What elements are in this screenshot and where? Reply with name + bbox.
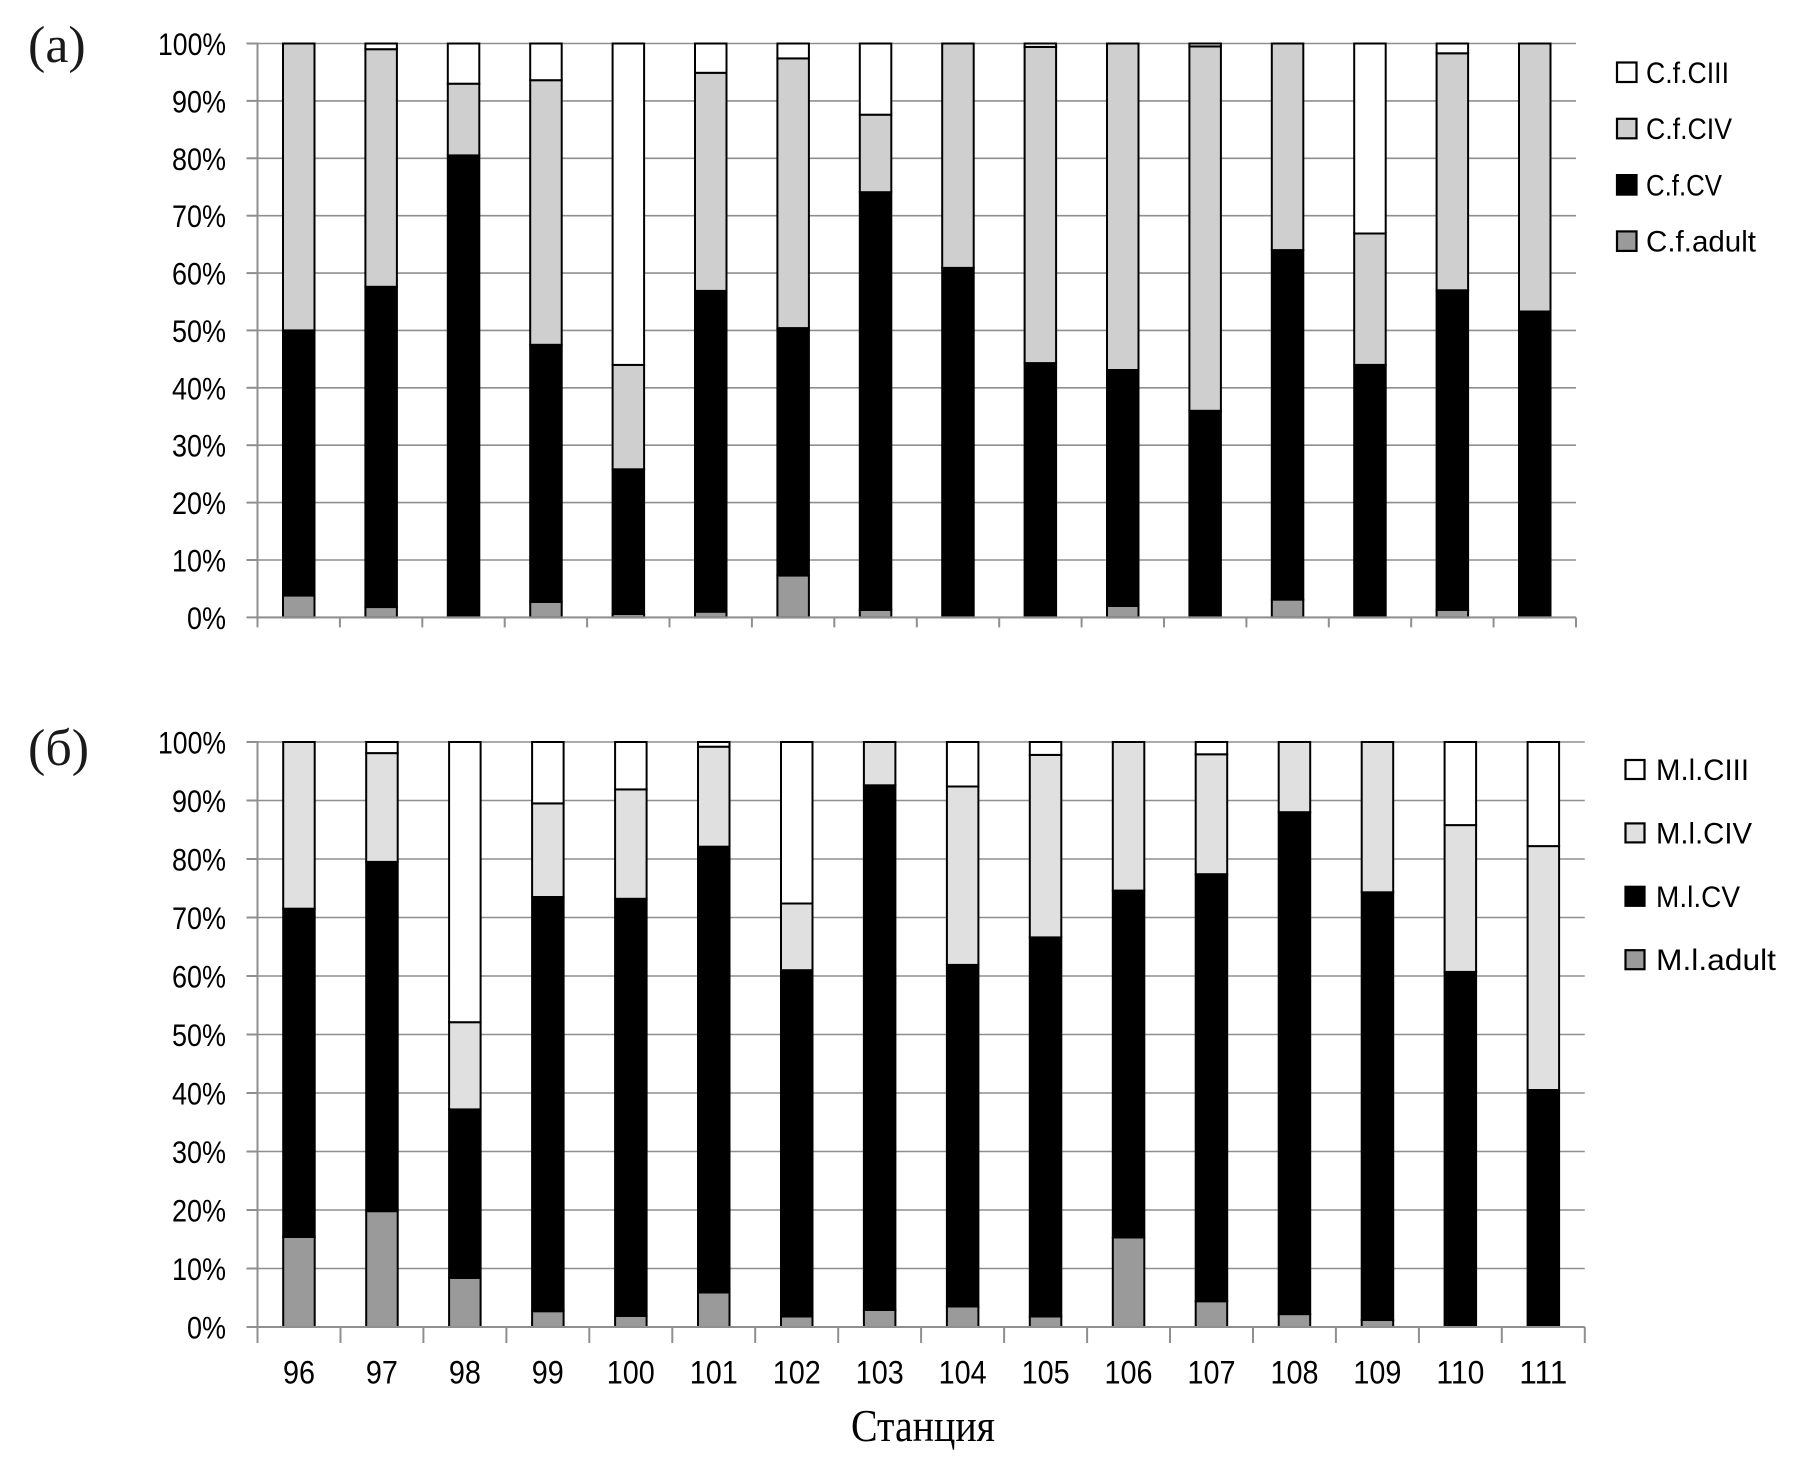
svg-text:70%: 70% xyxy=(172,900,226,936)
svg-text:109: 109 xyxy=(1353,1355,1401,1391)
svg-text:60%: 60% xyxy=(172,256,226,292)
svg-text:100: 100 xyxy=(607,1355,655,1391)
svg-text:50%: 50% xyxy=(172,313,226,349)
svg-text:102: 102 xyxy=(773,1355,821,1391)
svg-text:40%: 40% xyxy=(172,370,226,406)
svg-text:20%: 20% xyxy=(172,1193,226,1229)
svg-text:30%: 30% xyxy=(172,428,226,464)
svg-text:97: 97 xyxy=(366,1355,398,1391)
svg-text:C.f.CV: C.f.CV xyxy=(1646,169,1722,202)
svg-text:M.l.CIII: M.l.CIII xyxy=(1656,754,1749,787)
svg-text:90%: 90% xyxy=(172,83,226,119)
svg-text:90%: 90% xyxy=(172,783,226,819)
svg-text:10%: 10% xyxy=(172,543,226,579)
svg-text:104: 104 xyxy=(939,1355,987,1391)
svg-text:C.f.CIV: C.f.CIV xyxy=(1646,113,1732,146)
svg-text:110: 110 xyxy=(1436,1355,1484,1391)
svg-text:M.l.adult: M.l.adult xyxy=(1656,944,1777,977)
svg-text:98: 98 xyxy=(449,1355,481,1391)
svg-text:20%: 20% xyxy=(172,485,226,521)
svg-text:80%: 80% xyxy=(172,842,226,878)
svg-text:0%: 0% xyxy=(187,600,226,636)
svg-text:111: 111 xyxy=(1519,1355,1567,1391)
svg-text:107: 107 xyxy=(1188,1355,1236,1391)
svg-text:70%: 70% xyxy=(172,198,226,234)
svg-text:80%: 80% xyxy=(172,141,226,177)
svg-text:Станция: Станция xyxy=(851,1401,995,1451)
svg-text:99: 99 xyxy=(532,1355,564,1391)
svg-text:60%: 60% xyxy=(172,959,226,995)
svg-text:103: 103 xyxy=(856,1355,904,1391)
svg-text:101: 101 xyxy=(690,1355,738,1391)
svg-text:M.l.CV: M.l.CV xyxy=(1656,881,1740,914)
svg-text:C.f.CIII: C.f.CIII xyxy=(1646,57,1729,90)
svg-text:106: 106 xyxy=(1105,1355,1153,1391)
svg-text:105: 105 xyxy=(1022,1355,1070,1391)
svg-text:100%: 100% xyxy=(158,725,226,761)
svg-text:40%: 40% xyxy=(172,1076,226,1112)
svg-text:100%: 100% xyxy=(158,26,226,62)
svg-text:96: 96 xyxy=(283,1355,315,1391)
svg-text:0%: 0% xyxy=(187,1310,226,1346)
svg-text:50%: 50% xyxy=(172,1017,226,1053)
svg-text:C.f.adult: C.f.adult xyxy=(1646,226,1757,259)
svg-text:M.l.CIV: M.l.CIV xyxy=(1656,817,1752,850)
svg-text:10%: 10% xyxy=(172,1251,226,1287)
svg-text:(а): (а) xyxy=(28,17,86,74)
svg-text:108: 108 xyxy=(1271,1355,1319,1391)
svg-text:30%: 30% xyxy=(172,1134,226,1170)
svg-text:(б): (б) xyxy=(28,720,89,777)
